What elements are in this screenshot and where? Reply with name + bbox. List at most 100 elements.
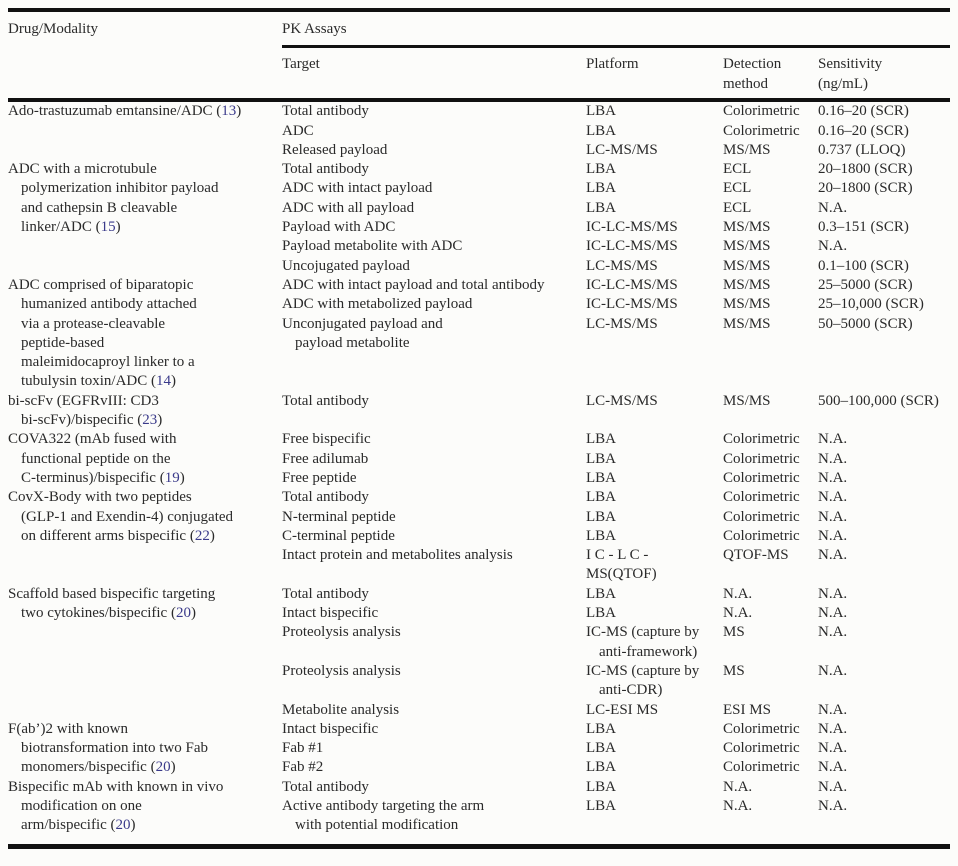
text-line: I C - L C - bbox=[586, 547, 649, 564]
sensitivity-cell: N.A. bbox=[818, 430, 950, 449]
text-line: LC-ESI MS bbox=[586, 701, 659, 718]
text-line: ADC bbox=[282, 122, 314, 139]
text-line: arm/bispecific (20) bbox=[21, 817, 136, 834]
sensitivity-cell: 0.3–151 (SCR) bbox=[818, 218, 950, 237]
sensitivity-cell: 25–10,000 (SCR) bbox=[818, 295, 950, 314]
target-cell: Proteolysis analysis bbox=[282, 662, 586, 681]
platform-cell: LBA bbox=[586, 508, 723, 527]
citation-link[interactable]: 20 bbox=[155, 759, 171, 776]
text-line: 25–10,000 (SCR) bbox=[818, 296, 924, 313]
platform-cell: LBA bbox=[586, 797, 723, 816]
assay-row: Unconjugated payload and payload metaboli… bbox=[282, 315, 950, 354]
text-line: Colorimetric bbox=[723, 508, 800, 525]
drug-name-cell: Bispecific mAb with known in vivo modific… bbox=[8, 778, 282, 836]
target-cell: Total antibody bbox=[282, 102, 586, 121]
assay-row: Total antibody LBA ECL 20–1800 (SCR) bbox=[282, 160, 950, 179]
text-line: C-terminus)/bispecific (19) bbox=[21, 469, 185, 486]
platform-cell: LBA bbox=[586, 122, 723, 141]
text-line: IC-LC-MS/MS bbox=[586, 296, 678, 313]
citation-link[interactable]: 22 bbox=[194, 527, 210, 544]
sensitivity-cell: N.A. bbox=[818, 720, 950, 739]
text-line: MS/MS bbox=[723, 141, 771, 158]
table-group: ADC comprised of biparatopic humanized an… bbox=[8, 276, 950, 392]
text-line: Free adilumab bbox=[282, 450, 369, 467]
text-line: IC-LC-MS/MS bbox=[586, 238, 678, 255]
table-group: Ado-trastuzumab emtansine/ADC (13) Total … bbox=[8, 102, 950, 160]
platform-cell: IC-MS (capture by anti-CDR) bbox=[586, 662, 723, 701]
text-line: COVA322 (mAb fused with bbox=[8, 431, 177, 448]
table-bottom-rule bbox=[8, 843, 950, 849]
text-line: N.A. bbox=[818, 624, 848, 641]
sensitivity-cell: N.A. bbox=[818, 469, 950, 488]
citation-link[interactable]: 13 bbox=[221, 103, 237, 120]
citation-link[interactable]: 19 bbox=[164, 469, 180, 486]
text-line: N.A. bbox=[818, 469, 848, 486]
target-cell: Active antibody targeting the arm with po… bbox=[282, 797, 586, 836]
citation-link[interactable]: 14 bbox=[156, 373, 172, 390]
text-line: LBA bbox=[586, 797, 616, 814]
assay-row: Proteolysis analysis IC-MS (capture by ant… bbox=[282, 662, 950, 701]
detection-cell: N.A. bbox=[723, 585, 818, 604]
sensitivity-cell: 0.16–20 (SCR) bbox=[818, 122, 950, 141]
text-line: N.A. bbox=[818, 720, 848, 737]
assay-row: Free peptide LBA Colorimetric N.A. bbox=[282, 469, 950, 488]
text-line: Unconjugated payload and bbox=[282, 315, 443, 332]
text-line: LBA bbox=[586, 759, 616, 776]
platform-cell: IC-LC-MS/MS bbox=[586, 237, 723, 256]
table-group: Bispecific mAb with known in vivo modific… bbox=[8, 778, 950, 836]
detection-cell: QTOF-MS bbox=[723, 546, 818, 565]
text-line: 20–1800 (SCR) bbox=[818, 180, 913, 197]
table-group: ADC with a microtubule polymerization inh… bbox=[8, 160, 950, 276]
text-line: Metabolite analysis bbox=[282, 701, 400, 718]
sensitivity-cell: 0.737 (LLOQ) bbox=[818, 141, 950, 160]
sensitivity-cell: 50–5000 (SCR) bbox=[818, 315, 950, 334]
text-line: 0.16–20 (SCR) bbox=[818, 103, 909, 120]
table-group: F(ab’)2 with known biotransformation into… bbox=[8, 720, 950, 778]
assay-row: Intact bispecific LBA N.A. N.A. bbox=[282, 604, 950, 623]
target-cell: Payload with ADC bbox=[282, 218, 586, 237]
detection-cell: Colorimetric bbox=[723, 758, 818, 777]
text-line: on different arms bispecific (22) bbox=[21, 527, 215, 544]
target-cell: ADC bbox=[282, 122, 586, 141]
text-line: LBA bbox=[586, 508, 616, 525]
platform-cell: LC-MS/MS bbox=[586, 392, 723, 411]
text-line: N.A. bbox=[818, 431, 848, 448]
assay-row: N-terminal peptide LBA Colorimetric N.A. bbox=[282, 508, 950, 527]
sensitivity-cell: N.A. bbox=[818, 604, 950, 623]
assay-row: Total antibody LBA Colorimetric 0.16–20 (SC… bbox=[282, 102, 950, 121]
text-line: ECL bbox=[723, 161, 752, 178]
detection-cell: MS/MS bbox=[723, 295, 818, 314]
text-line: Released payload bbox=[282, 141, 388, 158]
text-line: LC-MS/MS bbox=[586, 315, 658, 332]
citation-link[interactable]: 20 bbox=[115, 817, 131, 834]
citation-link[interactable]: 20 bbox=[175, 605, 191, 622]
text-line: N.A. bbox=[723, 778, 753, 795]
assay-row: Intact protein and metabolites analysis I… bbox=[282, 546, 950, 585]
column-header-detection-method: Detection method bbox=[723, 56, 782, 92]
column-header-sensitivity: Sensitivity (ng/mL) bbox=[818, 56, 883, 92]
detection-cell: Colorimetric bbox=[723, 739, 818, 758]
text-line: Payload with ADC bbox=[282, 219, 396, 236]
citation-link[interactable]: 15 bbox=[100, 219, 116, 236]
text-line: Colorimetric bbox=[723, 759, 800, 776]
target-cell: Free adilumab bbox=[282, 450, 586, 469]
sensitivity-cell: 20–1800 (SCR) bbox=[818, 179, 950, 198]
text-line: MS/MS bbox=[723, 276, 771, 293]
text-line: N.A. bbox=[818, 605, 848, 622]
citation-link[interactable]: 23 bbox=[142, 412, 158, 429]
pk-assays-label: PK Assays bbox=[282, 21, 347, 37]
detection-cell: MS/MS bbox=[723, 141, 818, 160]
text-line: with potential modification bbox=[295, 817, 459, 834]
drug-name-cell: COVA322 (mAb fused with functional peptid… bbox=[8, 430, 282, 488]
text-line: ESI MS bbox=[723, 701, 771, 718]
text-line: Total antibody bbox=[282, 489, 369, 506]
text-line: peptide-based bbox=[21, 334, 105, 351]
sensitivity-cell: N.A. bbox=[818, 508, 950, 527]
sensitivity-cell: N.A. bbox=[818, 662, 950, 681]
text-line: polymerization inhibitor payload bbox=[21, 180, 219, 197]
assay-row: Proteolysis analysis IC-MS (capture by ant… bbox=[282, 623, 950, 662]
text-line: N.A. bbox=[818, 778, 848, 795]
platform-cell: LBA bbox=[586, 488, 723, 507]
text-line: functional peptide on the bbox=[21, 450, 171, 467]
text-line: ECL bbox=[723, 199, 752, 216]
